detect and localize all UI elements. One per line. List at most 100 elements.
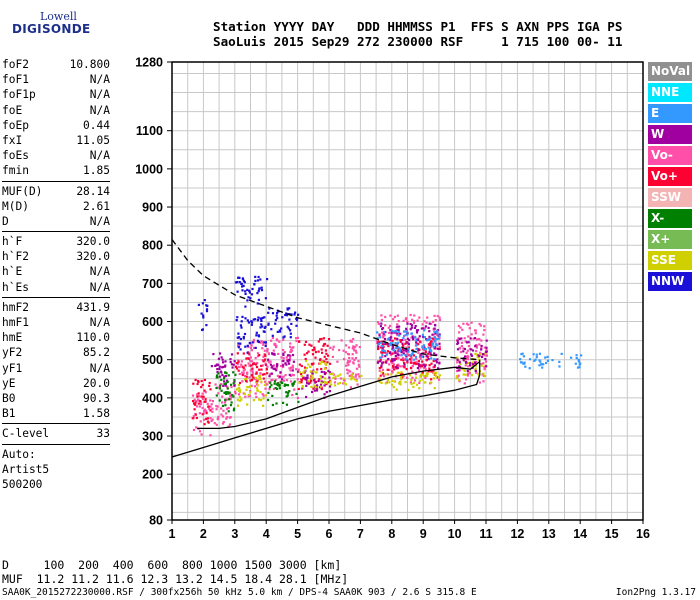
- echo-point: [291, 393, 294, 397]
- echo-point: [465, 322, 469, 325]
- echo-point: [258, 354, 261, 357]
- echo-point: [402, 344, 405, 347]
- echo-point: [390, 373, 393, 376]
- echo-point: [242, 372, 245, 375]
- echo-point: [435, 353, 438, 356]
- echo-point: [413, 326, 416, 329]
- echo-point: [415, 341, 418, 344]
- echo-point: [288, 390, 291, 393]
- echo-point: [271, 378, 274, 381]
- echo-point: [202, 316, 205, 319]
- echo-point: [396, 356, 399, 359]
- echo-point: [256, 279, 260, 282]
- echo-point: [261, 364, 264, 367]
- echo-point: [433, 358, 436, 361]
- echo-point: [328, 385, 332, 388]
- echo-point: [228, 423, 232, 426]
- echo-point: [483, 329, 486, 332]
- echo-point: [325, 363, 328, 366]
- echo-point: [343, 381, 346, 385]
- echo-point: [304, 340, 308, 343]
- echo-point: [396, 364, 399, 367]
- echo-point: [376, 337, 379, 340]
- echo-point: [410, 359, 413, 362]
- echo-point: [387, 343, 390, 346]
- echo-point: [269, 360, 272, 363]
- echo-point: [339, 373, 342, 376]
- echo-point: [305, 367, 308, 370]
- echo-point: [319, 362, 322, 365]
- echo-point: [266, 365, 269, 368]
- echo-point: [391, 342, 394, 345]
- echo-point: [483, 325, 486, 328]
- echo-point: [478, 354, 481, 358]
- echo-point: [220, 413, 223, 416]
- echo-point: [330, 383, 333, 386]
- echo-point: [307, 382, 310, 385]
- echo-point: [218, 399, 221, 402]
- echo-point: [282, 336, 285, 339]
- echo-point: [280, 327, 283, 330]
- echo-point: [472, 337, 475, 340]
- echo-point: [402, 336, 405, 340]
- echo-point: [354, 373, 358, 376]
- echo-point: [233, 380, 236, 383]
- param-label: foEp: [2, 118, 29, 132]
- echo-point: [430, 362, 433, 365]
- echo-point: [291, 373, 294, 376]
- echo-point: [427, 326, 430, 329]
- echo-point: [533, 359, 536, 362]
- echo-point: [456, 339, 459, 342]
- echo-point: [463, 347, 466, 351]
- param-row: foEp 0.44: [2, 118, 110, 133]
- echo-point: [432, 359, 435, 363]
- echo-point: [467, 345, 470, 348]
- echo-point: [470, 353, 473, 356]
- echo-point: [389, 338, 392, 341]
- echo-point: [329, 346, 332, 349]
- echo-point: [227, 374, 230, 377]
- echo-point: [418, 387, 421, 390]
- echo-point: [415, 361, 418, 364]
- echo-point: [379, 356, 382, 359]
- echo-point: [325, 391, 328, 394]
- echo-point: [409, 367, 413, 370]
- echo-point: [215, 408, 218, 411]
- echo-point: [404, 334, 407, 337]
- echo-point: [195, 400, 198, 403]
- echo-point: [415, 339, 418, 342]
- echo-point: [419, 366, 422, 369]
- echo-point: [395, 388, 398, 391]
- echo-point: [244, 375, 247, 378]
- echo-point: [220, 407, 223, 410]
- echo-point: [316, 368, 319, 371]
- echo-point: [245, 388, 248, 391]
- echo-point: [241, 373, 244, 377]
- echo-point: [305, 395, 308, 399]
- echo-point: [260, 368, 263, 371]
- echo-point: [328, 371, 331, 374]
- echo-point: [230, 385, 233, 389]
- echo-point: [427, 352, 430, 355]
- echo-point: [295, 337, 298, 340]
- echo-point: [403, 362, 406, 365]
- echo-point: [251, 363, 255, 366]
- echo-point: [399, 340, 402, 343]
- echo-point: [264, 354, 267, 357]
- echo-point: [203, 389, 206, 392]
- echo-point: [242, 337, 245, 340]
- echo-point: [428, 330, 431, 333]
- echo-point: [401, 365, 404, 368]
- legend-item-vo: Vo-: [648, 146, 692, 165]
- echo-point: [350, 375, 353, 378]
- echo-point: [461, 328, 464, 331]
- echo-point: [388, 381, 391, 384]
- echo-point: [383, 350, 386, 353]
- echo-point: [209, 405, 212, 408]
- echo-point: [580, 354, 583, 357]
- echo-point: [251, 360, 254, 363]
- echo-point: [340, 339, 343, 342]
- echo-point: [309, 381, 312, 384]
- x-tick-label: 8: [388, 527, 395, 541]
- echo-point: [251, 341, 254, 344]
